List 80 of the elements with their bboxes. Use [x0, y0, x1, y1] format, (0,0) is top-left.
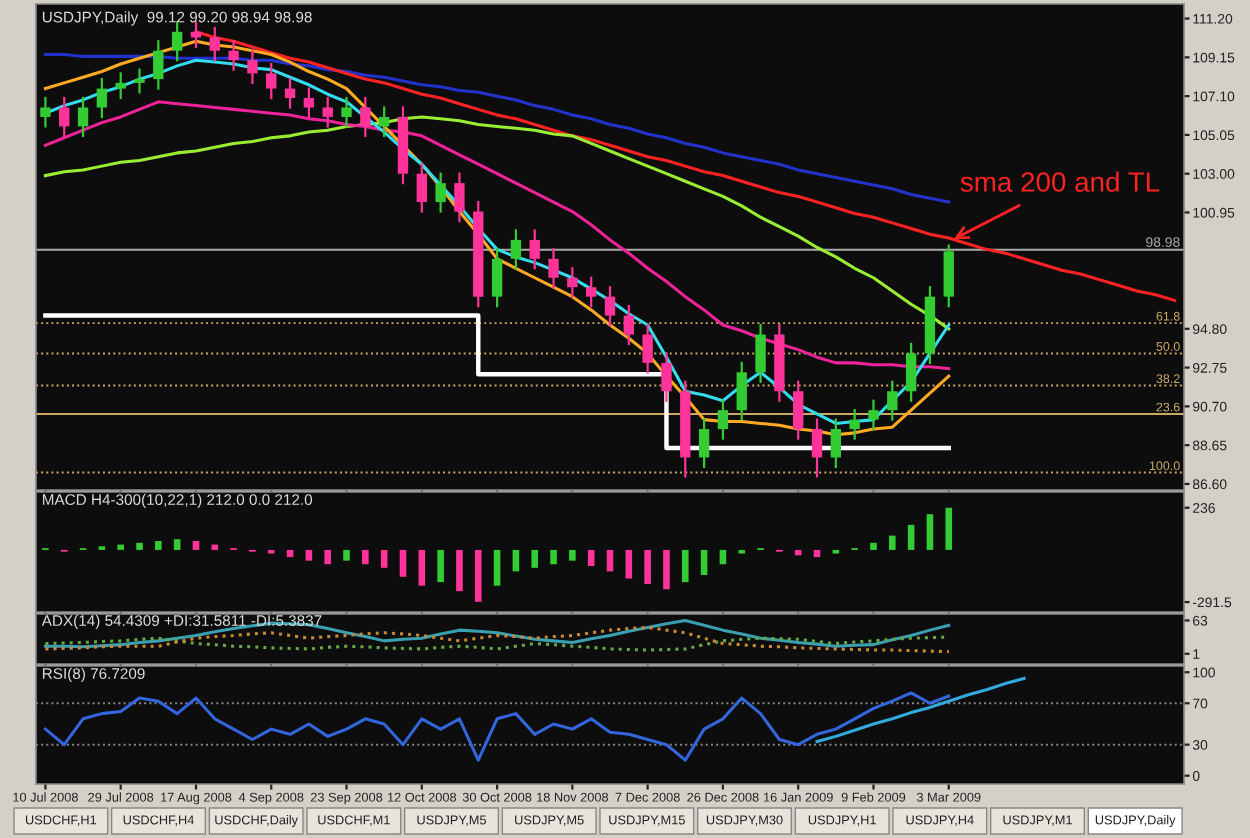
bar: [474, 549, 482, 602]
bar: [587, 549, 595, 567]
candlestick: [134, 68, 145, 94]
candlestick: [698, 418, 710, 469]
bar: [437, 549, 444, 583]
bar: [926, 514, 934, 550]
bar: [136, 542, 143, 550]
candlestick: [736, 361, 747, 421]
bar: [305, 549, 313, 561]
candlestick: [510, 229, 522, 270]
bar: [889, 535, 896, 550]
candlestick: [115, 72, 126, 100]
candlestick: [247, 49, 258, 84]
candlestick: [77, 96, 89, 137]
candlestick: [435, 172, 446, 213]
bar: [399, 549, 407, 577]
bar: [380, 549, 388, 568]
bar: [155, 541, 162, 550]
candlestick: [887, 380, 898, 421]
bar: [493, 549, 501, 586]
candlestick: [849, 409, 860, 440]
bar: [324, 549, 331, 565]
candlestick: [171, 21, 183, 62]
line-series: [43, 625, 951, 654]
candlestick: [303, 87, 315, 119]
candlestick: [360, 96, 371, 137]
candlestick: [96, 77, 108, 119]
candlestick: [793, 380, 804, 440]
candlestick: [284, 77, 296, 109]
bar: [362, 549, 369, 565]
candlestick: [811, 418, 823, 478]
line-series: [43, 618, 951, 649]
candlestick: [755, 323, 766, 383]
bar: [343, 549, 350, 561]
candlestick: [153, 40, 164, 90]
bar: [192, 541, 200, 550]
candlestick: [717, 399, 729, 440]
candlestick: [454, 172, 465, 223]
bar: [569, 549, 576, 561]
candlestick: [341, 96, 352, 128]
candlestick: [40, 96, 51, 128]
bar: [456, 549, 463, 592]
bar: [907, 524, 915, 550]
candlestick: [943, 244, 954, 308]
line-series: [815, 676, 1026, 744]
candlestick: [416, 163, 427, 213]
candlestick: [209, 26, 220, 62]
bar: [700, 549, 708, 575]
candlestick: [266, 62, 277, 100]
candlestick: [623, 305, 634, 346]
candlestick: [604, 286, 616, 327]
bar: [870, 542, 877, 550]
candlestick: [529, 229, 540, 270]
candlestick: [905, 342, 917, 402]
candlestick: [661, 352, 672, 402]
candlestick: [228, 40, 239, 71]
candlestick: [378, 106, 390, 137]
bar: [681, 549, 689, 583]
bar: [173, 539, 181, 550]
bar: [644, 549, 651, 584]
candlestick: [491, 248, 503, 308]
candlestick: [586, 276, 597, 308]
candlestick: [322, 96, 333, 128]
candlestick: [548, 248, 559, 289]
bar: [945, 507, 953, 550]
line-series: [43, 52, 951, 204]
line-series: [43, 691, 951, 762]
bar: [418, 549, 426, 586]
annotation: sma 200 and TL: [960, 171, 1160, 192]
bar: [550, 549, 557, 565]
candlestick: [868, 399, 879, 431]
bar: [211, 544, 219, 550]
candlestick: [59, 96, 70, 137]
bar: [531, 549, 539, 568]
bar: [117, 544, 124, 550]
candlestick: [642, 323, 653, 374]
bar: [625, 549, 633, 579]
candlestick: [567, 267, 578, 298]
candlestick: [830, 418, 842, 469]
bar: [663, 549, 670, 590]
